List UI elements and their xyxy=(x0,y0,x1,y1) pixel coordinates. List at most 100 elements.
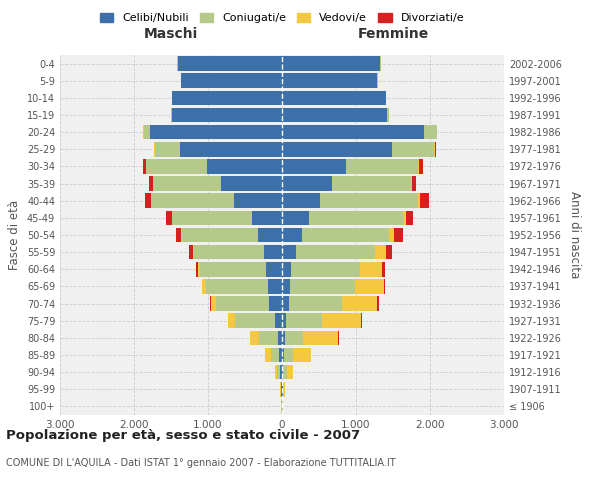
Bar xyxy=(282,56,381,71)
Bar xyxy=(282,365,283,380)
Bar xyxy=(178,56,282,71)
Bar xyxy=(282,245,392,260)
Bar xyxy=(154,142,282,156)
Bar xyxy=(181,228,282,242)
Bar xyxy=(282,228,394,242)
Bar xyxy=(221,176,282,191)
Bar xyxy=(202,279,282,293)
Bar xyxy=(178,56,282,71)
Bar xyxy=(149,176,282,191)
Bar xyxy=(151,194,282,208)
Bar xyxy=(282,365,293,380)
Bar xyxy=(146,159,282,174)
Bar xyxy=(282,176,416,191)
Bar xyxy=(269,296,282,311)
Bar xyxy=(265,348,282,362)
Legend: Celibi/Nubili, Coniugati/e, Vedovi/e, Divorziati/e: Celibi/Nubili, Coniugati/e, Vedovi/e, Di… xyxy=(95,8,469,28)
Bar xyxy=(193,245,282,260)
Bar xyxy=(181,74,282,88)
Bar xyxy=(282,330,338,345)
Bar xyxy=(181,74,282,88)
Bar xyxy=(145,194,282,208)
Bar xyxy=(282,125,437,140)
Bar xyxy=(282,348,284,362)
Bar xyxy=(171,108,282,122)
Bar xyxy=(282,228,389,242)
Bar xyxy=(266,262,282,276)
Bar xyxy=(282,90,386,105)
Bar xyxy=(280,382,282,396)
Bar xyxy=(282,108,387,122)
Bar xyxy=(275,365,282,380)
Bar xyxy=(229,314,282,328)
Bar xyxy=(178,56,282,71)
Bar xyxy=(282,330,338,345)
Bar xyxy=(282,142,392,156)
Bar xyxy=(282,382,285,396)
Bar xyxy=(282,142,436,156)
Bar xyxy=(282,56,380,71)
Bar xyxy=(202,279,282,293)
Bar xyxy=(271,348,282,362)
Bar xyxy=(282,142,434,156)
Bar xyxy=(282,330,285,345)
Bar xyxy=(282,56,381,71)
Bar xyxy=(172,90,282,105)
Y-axis label: Fasce di età: Fasce di età xyxy=(8,200,21,270)
Bar xyxy=(172,90,282,105)
Bar xyxy=(282,125,424,140)
Bar xyxy=(282,314,286,328)
Bar xyxy=(282,90,386,105)
Bar xyxy=(210,296,282,311)
Bar xyxy=(216,296,282,311)
Bar xyxy=(282,194,420,208)
Bar xyxy=(282,74,378,88)
Bar xyxy=(282,228,302,242)
Bar xyxy=(282,176,332,191)
Bar xyxy=(282,296,377,311)
Bar xyxy=(282,176,412,191)
Bar xyxy=(282,262,385,276)
Bar xyxy=(176,228,282,242)
Text: Femmine: Femmine xyxy=(358,28,428,42)
Bar xyxy=(282,108,389,122)
Bar xyxy=(281,382,282,396)
Bar xyxy=(282,210,308,225)
Bar xyxy=(182,228,282,242)
Bar xyxy=(171,108,282,122)
Bar xyxy=(282,74,378,88)
Bar xyxy=(250,330,282,345)
Bar xyxy=(282,262,291,276)
Bar xyxy=(282,159,418,174)
Bar xyxy=(143,125,282,140)
Bar xyxy=(281,399,282,413)
Bar xyxy=(282,108,389,122)
Bar xyxy=(282,90,386,105)
Bar xyxy=(282,279,385,293)
Y-axis label: Anni di nascita: Anni di nascita xyxy=(568,192,581,278)
Bar xyxy=(150,125,282,140)
Bar xyxy=(282,296,342,311)
Bar xyxy=(166,210,282,225)
Bar xyxy=(282,74,377,88)
Bar xyxy=(181,74,282,88)
Bar xyxy=(178,56,282,71)
Bar xyxy=(282,194,429,208)
Bar xyxy=(180,142,282,156)
Bar xyxy=(282,279,290,293)
Text: Popolazione per età, sesso e stato civile - 2007: Popolazione per età, sesso e stato civil… xyxy=(6,430,360,442)
Text: COMUNE DI L'AQUILA - Dati ISTAT 1° gennaio 2007 - Elaborazione TUTTITALIA.IT: COMUNE DI L'AQUILA - Dati ISTAT 1° genna… xyxy=(6,458,395,468)
Bar xyxy=(196,262,282,276)
Bar xyxy=(172,210,282,225)
Bar xyxy=(282,314,361,328)
Bar xyxy=(171,108,282,122)
Bar xyxy=(259,330,282,345)
Bar xyxy=(275,314,282,328)
Bar xyxy=(154,142,282,156)
Bar xyxy=(275,365,282,380)
Bar xyxy=(282,125,437,140)
Bar xyxy=(282,296,379,311)
Bar xyxy=(235,314,282,328)
Bar xyxy=(282,262,382,276)
Bar xyxy=(282,348,311,362)
